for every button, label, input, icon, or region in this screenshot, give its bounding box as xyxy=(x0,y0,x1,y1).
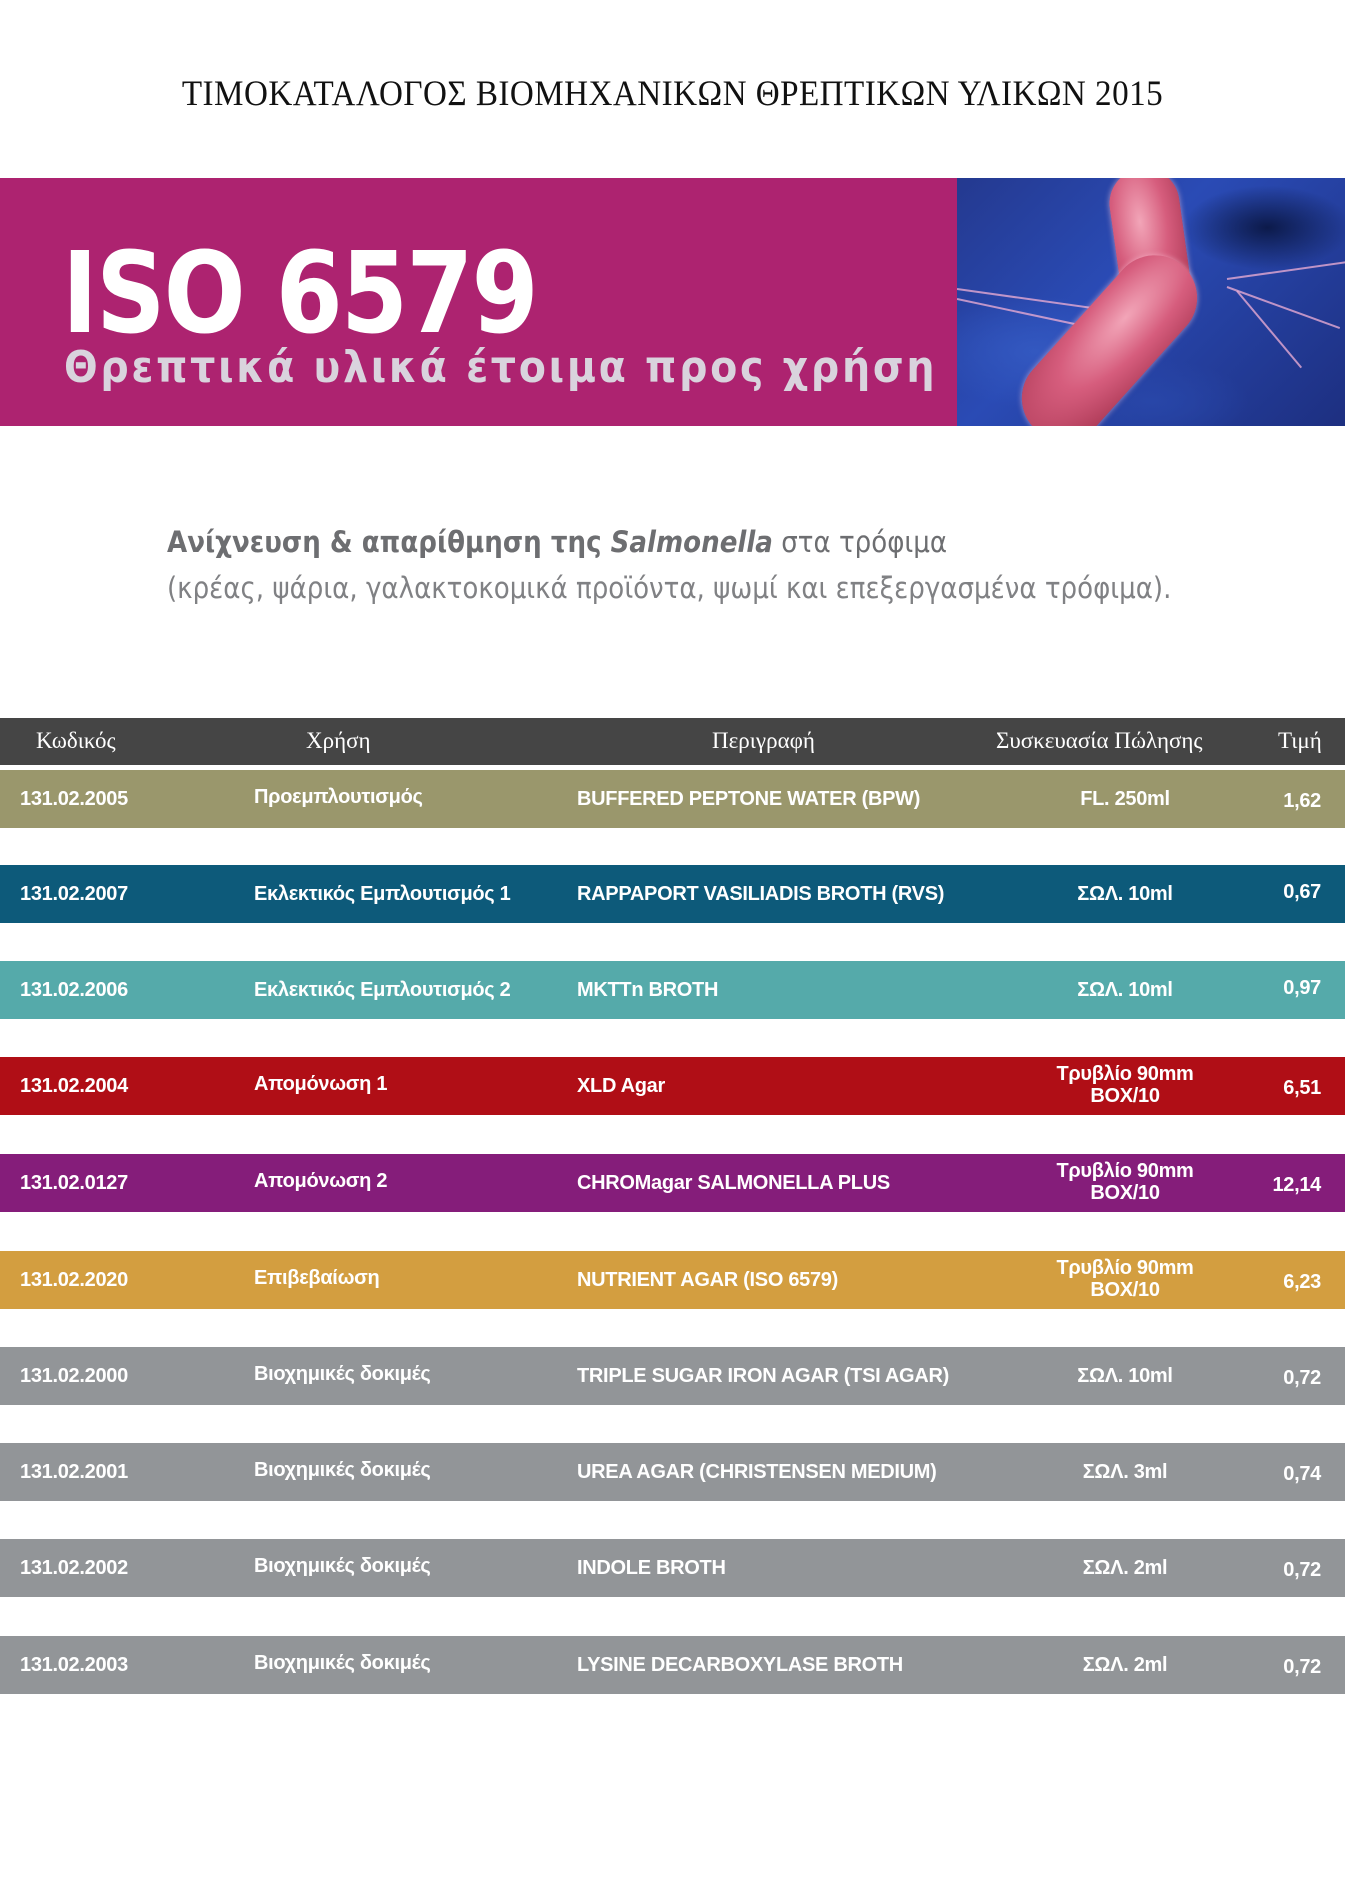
product-use: Βιοχημικές δοκιμές xyxy=(254,1363,431,1385)
header-code: Κωδικός xyxy=(36,728,116,753)
packaging-line1: ΣΩΛ. 10ml xyxy=(1077,883,1173,905)
product-description: NUTRIENT AGAR (ISO 6579) xyxy=(577,1269,838,1291)
table-row: 131.02.2007 Εκλεκτικός Εμπλουτισμός 1 RAPP… xyxy=(0,865,1345,923)
product-price: 0,97 xyxy=(1283,977,1321,999)
packaging-line1: FL. 250ml xyxy=(1080,788,1170,810)
product-packaging: Τρυβλίο 90mm BOX/10 xyxy=(1000,1063,1250,1107)
product-code: 131.02.2007 xyxy=(20,883,128,905)
product-description: UREA AGAR (CHRISTENSEN MEDIUM) xyxy=(577,1461,937,1483)
intro-headline-part2: στα τρόφιμα xyxy=(772,525,948,559)
product-description: BUFFERED PEPTONE WATER (BPW) xyxy=(577,788,921,810)
product-price: 1,62 xyxy=(1283,790,1321,812)
product-price: 0,74 xyxy=(1283,1463,1321,1485)
product-description: XLD Agar xyxy=(577,1075,665,1097)
product-price: 0,72 xyxy=(1283,1656,1321,1678)
product-use: Επιβεβαίωση xyxy=(254,1267,380,1289)
product-description: MKTTn BROTH xyxy=(577,979,719,1001)
intro-headline: Ανίχνευση & απαρίθμηση της Salmonella στ… xyxy=(167,525,1171,559)
table-row: 131.02.2020 Επιβεβαίωση NUTRIENT AGAR (ISO… xyxy=(0,1251,1345,1309)
product-price: 0,67 xyxy=(1283,881,1321,903)
header-price: Τιμή xyxy=(1278,728,1322,753)
banner-subtitle: Θρεπτικά υλικά έτοιμα προς χρήση xyxy=(64,342,938,393)
product-packaging: ΣΩΛ. 10ml xyxy=(1000,979,1250,1001)
product-description: RAPPAPORT VASILIADIS BROTH (RVS) xyxy=(577,883,945,905)
table-row: 131.02.2005 Προεμπλουτισμός BUFFERED PEPTO… xyxy=(0,770,1345,828)
table-row: 131.02.2001 Βιοχημικές δοκιμές UREA AGAR (… xyxy=(0,1443,1345,1501)
packaging-line1: Τρυβλίο 90mm xyxy=(1056,1257,1194,1279)
product-code: 131.02.0127 xyxy=(20,1172,128,1194)
salmonella-bacteria-image xyxy=(957,178,1345,426)
product-packaging: ΣΩΛ. 10ml xyxy=(1000,883,1250,905)
packaging-line1: ΣΩΛ. 3ml xyxy=(1082,1461,1168,1483)
table-header: Κωδικός Χρήση Περιγραφή Συσκευασία Πώλησ… xyxy=(0,718,1345,765)
product-packaging: Τρυβλίο 90mm BOX/10 xyxy=(1000,1160,1250,1204)
table-row: 131.02.2006 Εκλεκτικός Εμπλουτισμός 2 MKTT… xyxy=(0,961,1345,1019)
product-code: 131.02.2006 xyxy=(20,979,128,1001)
product-code: 131.02.2001 xyxy=(20,1461,128,1483)
table-row: 131.02.2000 Βιοχημικές δοκιμές TRIPLE SUGA… xyxy=(0,1347,1345,1405)
product-packaging: ΣΩΛ. 2ml xyxy=(1000,1557,1250,1579)
product-price: 0,72 xyxy=(1283,1367,1321,1389)
product-use: Απομόνωση 2 xyxy=(254,1170,388,1192)
product-use: Προεμπλουτισμός xyxy=(254,786,423,808)
product-packaging: ΣΩΛ. 10ml xyxy=(1000,1365,1250,1387)
intro-text: Ανίχνευση & απαρίθμηση της Salmonella στ… xyxy=(167,525,1283,605)
product-price: 6,51 xyxy=(1283,1077,1321,1099)
packaging-line2: BOX/10 xyxy=(1090,1085,1160,1107)
product-packaging: Τρυβλίο 90mm BOX/10 xyxy=(1000,1257,1250,1301)
product-code: 131.02.2003 xyxy=(20,1654,128,1676)
header-use: Χρήση xyxy=(306,728,371,753)
header-packaging: Συσκευασία Πώλησης xyxy=(996,728,1203,753)
product-price: 0,72 xyxy=(1283,1559,1321,1581)
packaging-line1: ΣΩΛ. 10ml xyxy=(1077,979,1173,1001)
product-price: 6,23 xyxy=(1283,1271,1321,1293)
product-code: 131.02.2020 xyxy=(20,1269,128,1291)
document-title: ΤΙΜΟΚΑΤΑΛΟΓΟΣ ΒΙΟΜΗΧΑΝΙΚΩΝ ΘΡΕΠΤΙΚΩΝ ΥΛΙ… xyxy=(181,73,1164,113)
table-row: 131.02.2004 Απομόνωση 1 XLD Agar Τρυβλίο 90… xyxy=(0,1057,1345,1115)
product-use: Βιοχημικές δοκιμές xyxy=(254,1555,431,1577)
product-packaging: ΣΩΛ. 3ml xyxy=(1000,1461,1250,1483)
product-use: Βιοχημικές δοκιμές xyxy=(254,1459,431,1481)
product-description: CHROMagar SALMONELLA PLUS xyxy=(577,1172,890,1194)
table-row: 131.02.2003 Βιοχημικές δοκιμές LYSINE DECA… xyxy=(0,1636,1345,1694)
product-code: 131.02.2005 xyxy=(20,788,128,810)
product-packaging: ΣΩΛ. 2ml xyxy=(1000,1654,1250,1676)
product-use: Εκλεκτικός Εμπλουτισμός 1 xyxy=(254,883,511,905)
packaging-line1: Τρυβλίο 90mm xyxy=(1056,1160,1194,1182)
intro-subline: (κρέας, ψάρια, γαλακτοκομικά προϊόντα, ψ… xyxy=(167,571,1172,605)
product-use: Απομόνωση 1 xyxy=(254,1073,388,1095)
packaging-line1: Τρυβλίο 90mm xyxy=(1056,1063,1194,1085)
table-row: 131.02.2002 Βιοχημικές δοκιμές INDOLE BROT… xyxy=(0,1539,1345,1597)
packaging-line1: ΣΩΛ. 2ml xyxy=(1082,1557,1168,1579)
packaging-line1: ΣΩΛ. 10ml xyxy=(1077,1365,1173,1387)
intro-headline-part1: Ανίχνευση & απαρίθμηση της xyxy=(167,525,611,559)
packaging-line2: BOX/10 xyxy=(1090,1279,1160,1301)
product-code: 131.02.2000 xyxy=(20,1365,128,1387)
product-description: INDOLE BROTH xyxy=(577,1557,726,1579)
banner-title: ISO 6579 xyxy=(62,229,539,359)
intro-headline-organism: Salmonella xyxy=(610,525,773,559)
product-price: 12,14 xyxy=(1272,1174,1321,1196)
packaging-line1: ΣΩΛ. 2ml xyxy=(1082,1654,1168,1676)
product-description: TRIPLE SUGAR IRON AGAR (TSI AGAR) xyxy=(577,1365,949,1387)
table-row: 131.02.0127 Απομόνωση 2 CHROMagar SALMONEL… xyxy=(0,1154,1345,1212)
product-description: LYSINE DECARBOXYLASE BROTH xyxy=(577,1654,903,1676)
iso-banner: ISO 6579 Θρεπτικά υλικά έτοιμα προς χρήσ… xyxy=(0,178,1345,426)
product-packaging: FL. 250ml xyxy=(1000,788,1250,810)
product-code: 131.02.2004 xyxy=(20,1075,128,1097)
packaging-line2: BOX/10 xyxy=(1090,1182,1160,1204)
header-description: Περιγραφή xyxy=(712,728,815,753)
product-use: Εκλεκτικός Εμπλουτισμός 2 xyxy=(254,979,511,1001)
product-code: 131.02.2002 xyxy=(20,1557,128,1579)
product-use: Βιοχημικές δοκιμές xyxy=(254,1652,431,1674)
